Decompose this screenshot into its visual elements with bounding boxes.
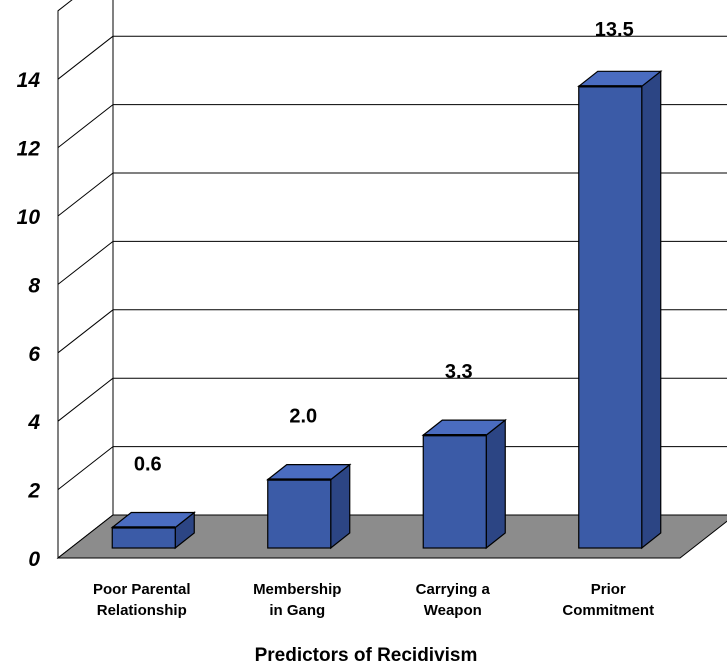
x-tick-labels: Poor Parental Relationship Membership in Ga…	[93, 581, 654, 619]
bar	[266, 463, 352, 550]
y-tick-labels: 0 2 4 6 8 10 12 14	[17, 69, 41, 571]
x-tick-label-line: Membership	[253, 581, 341, 598]
gridline-side	[57, 104, 114, 148]
y-tick-label: 12	[17, 138, 41, 161]
bar-front	[267, 479, 332, 549]
y-tick-label: 4	[27, 411, 40, 434]
bar-front	[578, 85, 643, 549]
gridline-side	[57, 35, 114, 80]
x-tick-label-line: Carrying a	[416, 581, 491, 598]
bar-front	[422, 434, 487, 549]
bar-side	[641, 70, 662, 550]
side-wall	[57, 0, 114, 560]
gridline-side	[57, 241, 114, 285]
x-tick-label-line: Poor Parental	[93, 581, 191, 598]
gridline-side	[57, 377, 114, 422]
chart-floor	[56, 514, 727, 559]
bars	[110, 70, 663, 550]
x-tick-label-line: Relationship	[97, 602, 187, 619]
y-tick-label: 8	[28, 274, 40, 297]
bar	[110, 511, 196, 550]
chart-walls	[57, 0, 114, 560]
data-label: 2.0	[289, 406, 317, 428]
gridline-side	[57, 172, 114, 217]
gridline-side	[57, 446, 114, 490]
x-axis-title: Predictors of Recidivism	[255, 645, 478, 666]
x-tick-label: Carrying a Weapon	[416, 581, 491, 619]
x-tick-label-line: Weapon	[424, 602, 482, 619]
gridline-side	[57, 309, 114, 354]
x-tick-label-line: in Gang	[269, 602, 325, 619]
data-label: 3.3	[445, 361, 473, 383]
y-tick-label: 0	[28, 548, 40, 571]
x-tick-label-line: Commitment	[562, 602, 654, 619]
data-label: 0.6	[134, 453, 162, 475]
bar	[577, 70, 663, 550]
y-tick-label: 6	[28, 343, 40, 366]
bar-side	[485, 418, 506, 550]
y-tick-label: 14	[17, 69, 41, 92]
x-tick-label: Membership in Gang	[253, 581, 341, 619]
bar	[421, 418, 507, 550]
y-tick-label: 2	[27, 480, 40, 503]
bar-front	[111, 526, 176, 549]
y-tick-label: 10	[17, 206, 41, 229]
data-labels: 0.6 2.0 3.3 13.5	[134, 19, 634, 475]
x-tick-label: Prior Commitment	[562, 581, 654, 619]
floor-plane	[56, 514, 727, 559]
x-tick-label: Poor Parental Relationship	[93, 581, 191, 619]
x-tick-label-line: Prior	[591, 581, 626, 598]
data-label: 13.5	[595, 19, 634, 41]
